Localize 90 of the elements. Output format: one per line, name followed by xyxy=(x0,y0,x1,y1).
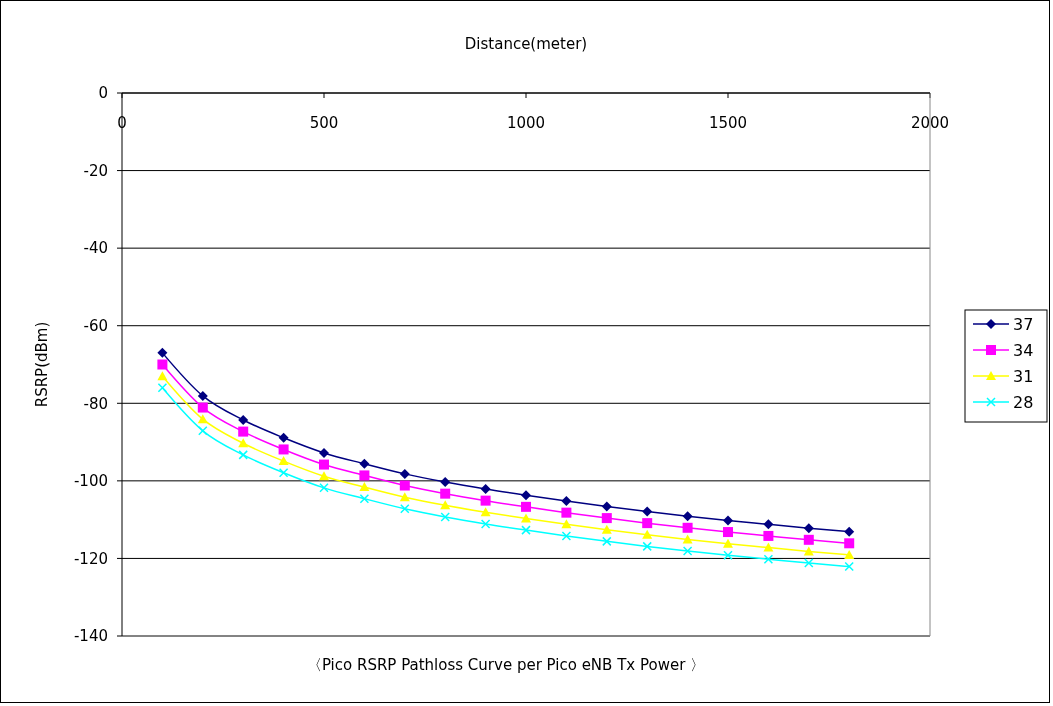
point xyxy=(682,534,693,544)
legend-label: 28 xyxy=(1013,392,1034,412)
point xyxy=(763,519,774,530)
point xyxy=(278,467,289,478)
legend-label: 31 xyxy=(1013,366,1034,386)
point xyxy=(803,534,814,545)
point xyxy=(278,456,289,466)
point xyxy=(157,383,168,393)
point xyxy=(319,471,329,481)
x-tick-label: 500 xyxy=(309,114,339,132)
point xyxy=(682,511,693,522)
point xyxy=(561,507,572,518)
x-tick-label: 1500 xyxy=(708,114,748,132)
y-tick-label: 0 xyxy=(98,84,108,103)
point xyxy=(197,402,208,413)
text: 〈Pico RSRP Pathloss Curve per Pico eNB Tx Power 〉 xyxy=(306,656,706,674)
point xyxy=(561,531,572,541)
point xyxy=(238,438,249,448)
point xyxy=(440,500,451,510)
legend-label: 37 xyxy=(1013,314,1034,334)
point xyxy=(399,492,410,502)
y-tick-label: -100 xyxy=(73,472,108,491)
point xyxy=(359,470,370,481)
point xyxy=(844,526,855,537)
point xyxy=(763,542,774,552)
point xyxy=(521,490,531,501)
point xyxy=(198,426,208,436)
point xyxy=(399,468,410,479)
point xyxy=(642,518,653,529)
point xyxy=(844,538,855,549)
x-tick-label: 2000 xyxy=(910,114,950,132)
point xyxy=(723,527,733,538)
point xyxy=(723,550,733,561)
point xyxy=(804,558,814,568)
point xyxy=(682,546,693,556)
y-tick-label: -20 xyxy=(83,161,108,180)
point xyxy=(480,519,491,529)
point xyxy=(197,414,208,424)
point xyxy=(197,390,208,401)
point xyxy=(480,484,491,494)
point xyxy=(399,480,410,491)
point xyxy=(723,515,733,526)
x-tick-label: 0 xyxy=(117,114,127,132)
point xyxy=(359,482,370,492)
point xyxy=(844,561,854,572)
point xyxy=(602,536,612,547)
point xyxy=(278,444,289,455)
x-tick-label: 1000 xyxy=(506,114,546,132)
y-tick-label: -120 xyxy=(73,549,108,568)
point xyxy=(238,414,249,425)
point xyxy=(642,541,652,552)
point xyxy=(803,523,814,534)
point xyxy=(157,347,168,358)
point xyxy=(642,506,653,517)
y-tick-label: -140 xyxy=(73,627,108,646)
point xyxy=(400,504,410,514)
point xyxy=(723,538,733,548)
point xyxy=(440,488,451,499)
point xyxy=(440,477,451,488)
y-tick-label: -80 xyxy=(83,394,108,413)
point xyxy=(319,447,329,458)
y-tick-label: -40 xyxy=(83,239,108,258)
point xyxy=(561,519,572,529)
point xyxy=(440,512,450,522)
point xyxy=(319,459,329,470)
point xyxy=(601,513,612,524)
point xyxy=(561,496,572,507)
point xyxy=(521,501,531,512)
point xyxy=(278,432,289,443)
point xyxy=(157,359,168,370)
point xyxy=(238,450,248,460)
legend-label: 34 xyxy=(1013,340,1034,360)
y-tick-label: -60 xyxy=(83,316,108,335)
point xyxy=(480,507,491,517)
point xyxy=(359,458,370,469)
point xyxy=(601,524,612,534)
point xyxy=(157,371,168,381)
point xyxy=(844,549,855,559)
point xyxy=(763,554,774,564)
point xyxy=(601,501,612,512)
x-axis-title: Distance(meter) xyxy=(464,35,588,53)
point xyxy=(682,522,693,533)
point xyxy=(359,493,370,504)
point xyxy=(480,495,491,506)
point xyxy=(319,483,329,493)
y-axis-title: RSRP(dBm) xyxy=(33,321,51,408)
point xyxy=(238,426,249,437)
point xyxy=(642,529,653,539)
point xyxy=(521,525,531,535)
point xyxy=(763,530,774,541)
